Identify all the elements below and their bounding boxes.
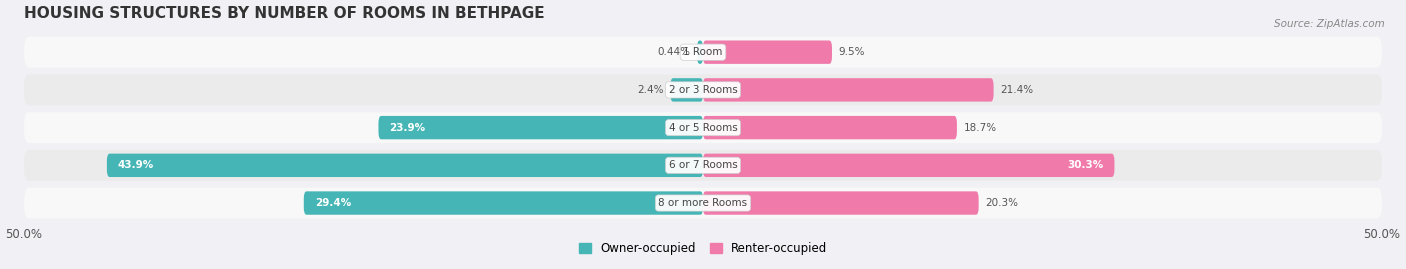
Text: 29.4%: 29.4% <box>315 198 352 208</box>
Text: 6 or 7 Rooms: 6 or 7 Rooms <box>669 160 737 170</box>
Text: 2 or 3 Rooms: 2 or 3 Rooms <box>669 85 737 95</box>
Text: 9.5%: 9.5% <box>839 47 865 57</box>
Text: 8 or more Rooms: 8 or more Rooms <box>658 198 748 208</box>
FancyBboxPatch shape <box>24 37 1382 68</box>
FancyBboxPatch shape <box>703 41 832 64</box>
FancyBboxPatch shape <box>697 41 703 64</box>
Text: 23.9%: 23.9% <box>389 123 426 133</box>
Text: 2.4%: 2.4% <box>637 85 664 95</box>
FancyBboxPatch shape <box>24 112 1382 143</box>
Text: 21.4%: 21.4% <box>1001 85 1033 95</box>
FancyBboxPatch shape <box>378 116 703 139</box>
Text: 4 or 5 Rooms: 4 or 5 Rooms <box>669 123 737 133</box>
Text: 30.3%: 30.3% <box>1067 160 1104 170</box>
FancyBboxPatch shape <box>107 154 703 177</box>
FancyBboxPatch shape <box>24 75 1382 105</box>
FancyBboxPatch shape <box>304 191 703 215</box>
Text: Source: ZipAtlas.com: Source: ZipAtlas.com <box>1274 19 1385 29</box>
Text: 20.3%: 20.3% <box>986 198 1018 208</box>
Text: 43.9%: 43.9% <box>118 160 155 170</box>
Text: 0.44%: 0.44% <box>657 47 690 57</box>
FancyBboxPatch shape <box>703 116 957 139</box>
FancyBboxPatch shape <box>24 187 1382 218</box>
FancyBboxPatch shape <box>703 191 979 215</box>
FancyBboxPatch shape <box>703 154 1115 177</box>
FancyBboxPatch shape <box>24 150 1382 181</box>
FancyBboxPatch shape <box>703 78 994 102</box>
Text: HOUSING STRUCTURES BY NUMBER OF ROOMS IN BETHPAGE: HOUSING STRUCTURES BY NUMBER OF ROOMS IN… <box>24 6 544 20</box>
Text: 18.7%: 18.7% <box>963 123 997 133</box>
FancyBboxPatch shape <box>671 78 703 102</box>
Legend: Owner-occupied, Renter-occupied: Owner-occupied, Renter-occupied <box>574 238 832 260</box>
Text: 1 Room: 1 Room <box>683 47 723 57</box>
